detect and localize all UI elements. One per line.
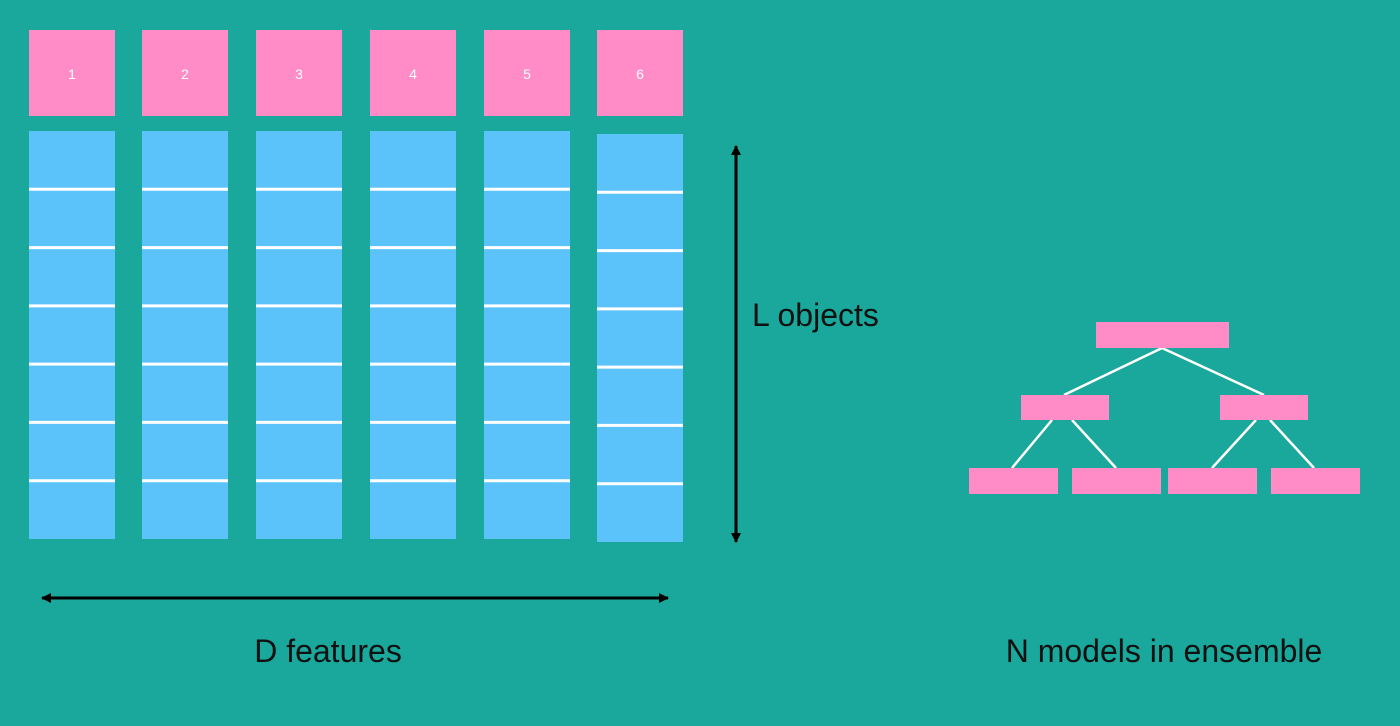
ensemble-label: N models in ensemble: [1006, 633, 1323, 669]
feature-header: [256, 30, 342, 116]
feature-header-label: 3: [295, 66, 303, 82]
feature-column: [256, 131, 342, 539]
tree-edges: [1011, 346, 1315, 469]
data-matrix: [29, 131, 683, 542]
decision-tree: [969, 322, 1360, 494]
feature-headers: 1 2 3 4 5 6: [29, 30, 683, 116]
tree-edge: [1011, 419, 1053, 469]
feature-header-label: 1: [68, 66, 76, 82]
tree-node: [1021, 395, 1109, 420]
feature-header: [484, 30, 570, 116]
tree-leaf-node: [1271, 468, 1360, 494]
tree-edge: [1269, 419, 1315, 469]
feature-header-label: 6: [636, 66, 644, 82]
feature-column: [484, 131, 570, 539]
tree-edge: [1071, 419, 1117, 469]
feature-column: [142, 131, 228, 539]
feature-column: [597, 134, 683, 542]
feature-header-label: 4: [409, 66, 417, 82]
feature-header-label: 2: [181, 66, 189, 82]
objects-label: L objects: [752, 297, 879, 333]
feature-column: [370, 131, 456, 539]
feature-header: [370, 30, 456, 116]
feature-header-label: 5: [523, 66, 531, 82]
tree-leaf-node: [969, 468, 1058, 494]
tree-node: [1220, 395, 1308, 420]
feature-header: [142, 30, 228, 116]
tree-edge: [1161, 346, 1265, 397]
tree-leaf-node: [1168, 468, 1257, 494]
tree-nodes: [969, 322, 1360, 494]
tree-edge: [1063, 346, 1163, 397]
tree-leaf-node: [1072, 468, 1161, 494]
features-label: D features: [254, 633, 402, 669]
feature-header: [29, 30, 115, 116]
tree-root-node: [1096, 322, 1229, 348]
feature-header: [597, 30, 683, 116]
tree-edge: [1211, 419, 1257, 469]
feature-column: [29, 131, 115, 539]
